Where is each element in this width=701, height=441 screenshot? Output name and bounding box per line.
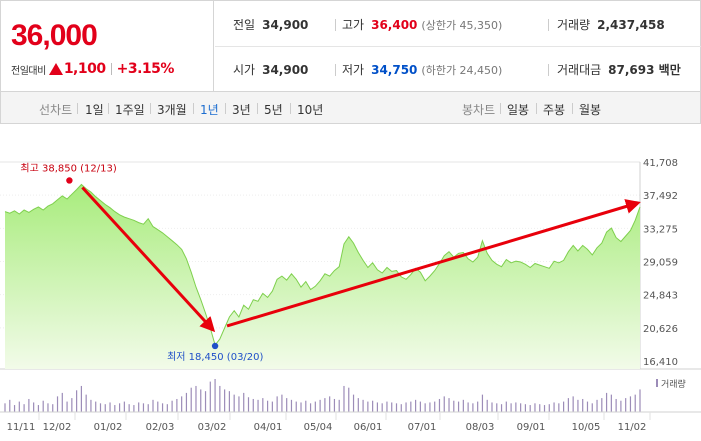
x-tick-label: 11/02 (618, 422, 647, 433)
divider (335, 19, 336, 31)
x-tick-label: 12/02 (43, 422, 72, 433)
divider (225, 103, 226, 114)
divider (77, 103, 78, 114)
volume-label: 거래량 (557, 18, 591, 32)
tab-1y[interactable]: 1년 (200, 103, 219, 117)
up-triangle-icon (48, 63, 63, 75)
divider (536, 103, 537, 114)
divider (548, 64, 549, 76)
tab-5y[interactable]: 5년 (264, 103, 283, 117)
divider (335, 64, 336, 76)
x-tick-label: 05/04 (304, 422, 333, 433)
chart-period-tabs: 선차트 1일 1주일 3개월 1년 3년 5년 10년 봉차트 일봉 주봉 월봉 (0, 92, 701, 124)
amount-value: 87,693 백만 (608, 63, 681, 77)
line-chart-label: 선차트 (39, 103, 73, 117)
divider (150, 103, 151, 114)
high-value: 36,400 (371, 18, 418, 32)
divider (500, 103, 501, 114)
lower-limit: (하한가 24,450) (421, 64, 503, 77)
y-tick-label: 33,275 (643, 224, 678, 235)
tab-1w[interactable]: 1주일 (115, 103, 145, 117)
y-tick-label: 16,410 (643, 357, 678, 368)
divider (108, 103, 109, 114)
low-marker (211, 342, 219, 350)
tab-1d[interactable]: 1일 (85, 103, 104, 117)
x-tick-label: 06/01 (354, 422, 383, 433)
y-tick-label: 37,492 (643, 191, 678, 202)
quote-panel: 36,000 전일대비 1,100 +3.15% 전일 34,900 고가 36,4… (0, 0, 701, 92)
upper-limit: (상한가 45,350) (421, 19, 503, 32)
tab-monthly-candle[interactable]: 월봉 (579, 103, 602, 117)
divider (548, 19, 549, 31)
volume-value: 2,437,458 (597, 18, 665, 32)
price-line (4, 183, 641, 347)
x-tick-label: 03/02 (198, 422, 227, 433)
x-tick-label: 11/11 (7, 422, 36, 433)
y-tick-label: 29,059 (643, 258, 678, 269)
tab-weekly-candle[interactable]: 주봉 (543, 103, 566, 117)
tab-3y[interactable]: 3년 (232, 103, 251, 117)
change-value: 1,100 (63, 61, 106, 77)
divider (215, 46, 701, 47)
divider (572, 103, 573, 114)
y-tick-label: 20,626 (643, 324, 678, 335)
high-stat: 고가 36,400 (상한가 45,350) (342, 16, 502, 33)
volume-legend-swatch (656, 379, 658, 387)
y-tick-label: 24,843 (643, 291, 678, 302)
tab-daily-candle[interactable]: 일봉 (507, 103, 530, 117)
volume-legend-label: 거래량 (661, 378, 686, 390)
prev-close-value: 34,900 (262, 18, 309, 32)
x-tick-label: 10/05 (572, 422, 601, 433)
x-tick-label: 07/01 (408, 422, 437, 433)
current-price: 36,000 (11, 19, 98, 52)
price-box: 36,000 전일대비 1,100 +3.15% (1, 1, 214, 91)
volume-stat: 거래량 2,437,458 (557, 16, 665, 33)
change-row: 전일대비 1,100 +3.15% (11, 61, 174, 77)
low-label: 최저 18,450 (03/20) (167, 351, 263, 363)
y-tick-label: 41,708 (643, 158, 678, 169)
low-value: 34,750 (371, 63, 418, 77)
prev-close-stat: 전일 34,900 (233, 16, 308, 33)
change-label: 전일대비 (11, 65, 46, 77)
amount-stat: 거래대금 87,693 백만 (557, 61, 681, 78)
low-stat: 저가 34,750 (하한가 24,450) (342, 61, 502, 78)
open-label: 시가 (233, 63, 256, 77)
prev-close-label: 전일 (233, 18, 256, 32)
x-tick-label: 01/02 (94, 422, 123, 433)
divider (290, 103, 291, 114)
x-tick-label: 04/01 (254, 422, 283, 433)
x-tick-label: 08/03 (466, 422, 495, 433)
divider (110, 63, 112, 75)
open-value: 34,900 (262, 63, 309, 77)
uptrend-arrow (226, 199, 641, 328)
x-tick-label: 02/03 (146, 422, 175, 433)
x-tick-label: 09/01 (517, 422, 546, 433)
open-stat: 시가 34,900 (233, 61, 308, 78)
price-area (5, 184, 640, 369)
divider (257, 103, 258, 114)
high-label: 고가 (342, 18, 365, 32)
high-label: 최고 38,850 (12/13) (20, 162, 116, 174)
high-marker (66, 177, 73, 184)
tab-10y[interactable]: 10년 (297, 103, 324, 117)
downtrend-arrow (81, 186, 216, 333)
amount-label: 거래대금 (557, 63, 602, 77)
tab-3m[interactable]: 3개월 (157, 103, 187, 117)
candle-chart-label: 봉차트 (462, 103, 496, 117)
change-percent: +3.15% (116, 61, 175, 77)
low-label: 저가 (342, 63, 365, 77)
divider (193, 103, 194, 114)
